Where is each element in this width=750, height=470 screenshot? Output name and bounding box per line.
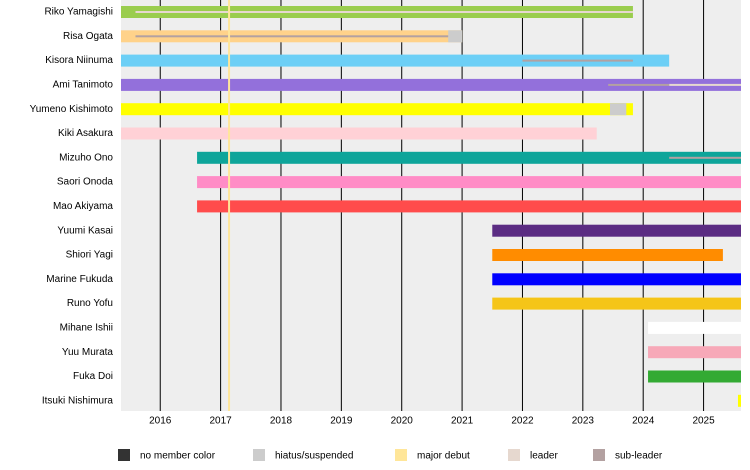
member-bar bbox=[648, 346, 741, 359]
member-bar bbox=[648, 370, 741, 383]
member-bar bbox=[121, 103, 633, 116]
member-bar bbox=[737, 394, 741, 407]
member-name: Saori Onoda bbox=[57, 177, 114, 188]
x-tick-label: 2025 bbox=[692, 416, 715, 427]
legend-swatch bbox=[253, 449, 265, 461]
legend-label: major debut bbox=[417, 451, 470, 462]
member-bar bbox=[492, 297, 741, 310]
member-bar bbox=[121, 54, 670, 67]
member-name: Itsuki Nishimura bbox=[42, 395, 114, 406]
member-name: Kiki Asakura bbox=[58, 128, 113, 139]
member-name: Mihane Ishii bbox=[60, 323, 113, 334]
member-bar bbox=[121, 78, 741, 91]
sub-leader-period bbox=[669, 156, 741, 159]
x-tick-label: 2017 bbox=[209, 416, 232, 427]
legend-swatch bbox=[395, 449, 407, 461]
member-name: Yumeno Kishimoto bbox=[30, 104, 114, 115]
x-tick-label: 2022 bbox=[511, 416, 534, 427]
x-tick-label: 2020 bbox=[391, 416, 414, 427]
member-name: Kisora Niinuma bbox=[45, 55, 113, 66]
member-name: Shiori Yagi bbox=[66, 250, 113, 261]
x-tick-label: 2016 bbox=[149, 416, 172, 427]
member-name: Mizuho Ono bbox=[59, 152, 113, 163]
member-name: Yuu Murata bbox=[62, 347, 114, 358]
member-bar bbox=[197, 151, 741, 164]
x-tick-label: 2023 bbox=[572, 416, 595, 427]
member-bar bbox=[492, 249, 723, 261]
legend-swatch bbox=[508, 449, 520, 461]
legend-label: leader bbox=[530, 451, 558, 462]
x-tick-label: 2018 bbox=[270, 416, 293, 427]
member-name: Riko Yamagishi bbox=[44, 7, 113, 18]
x-tick-label: 2021 bbox=[451, 416, 474, 427]
member-name: Risa Ogata bbox=[63, 31, 113, 42]
hiatus-period bbox=[609, 103, 627, 116]
hiatus-period bbox=[448, 30, 463, 43]
member-bar bbox=[492, 273, 741, 286]
member-name: Fuka Doi bbox=[73, 371, 113, 382]
leader-period bbox=[669, 83, 741, 86]
legend-label: hiatus/suspended bbox=[275, 451, 353, 462]
member-bar bbox=[492, 224, 741, 237]
sub-leader-period bbox=[608, 83, 670, 86]
member-name: Marine Fukuda bbox=[46, 274, 113, 285]
legend-swatch bbox=[118, 449, 130, 461]
member-name: Ami Tanimoto bbox=[53, 80, 114, 91]
member-name: Mao Akiyama bbox=[53, 201, 113, 212]
member-name: Yuumi Kasai bbox=[57, 225, 113, 236]
member-bar bbox=[121, 127, 597, 140]
legend-label: no member color bbox=[140, 451, 216, 462]
legend-swatch bbox=[593, 449, 605, 461]
member-bar bbox=[648, 321, 741, 334]
member-bar bbox=[197, 200, 741, 213]
member-bar bbox=[197, 176, 741, 189]
member-name: Runo Yofu bbox=[67, 298, 113, 309]
leader-period bbox=[135, 11, 633, 13]
legend-label: sub-leader bbox=[615, 451, 663, 462]
sub-leader-period bbox=[522, 59, 633, 62]
x-tick-label: 2019 bbox=[330, 416, 353, 427]
sub-leader-period bbox=[135, 35, 449, 38]
x-tick-label: 2024 bbox=[632, 416, 655, 427]
